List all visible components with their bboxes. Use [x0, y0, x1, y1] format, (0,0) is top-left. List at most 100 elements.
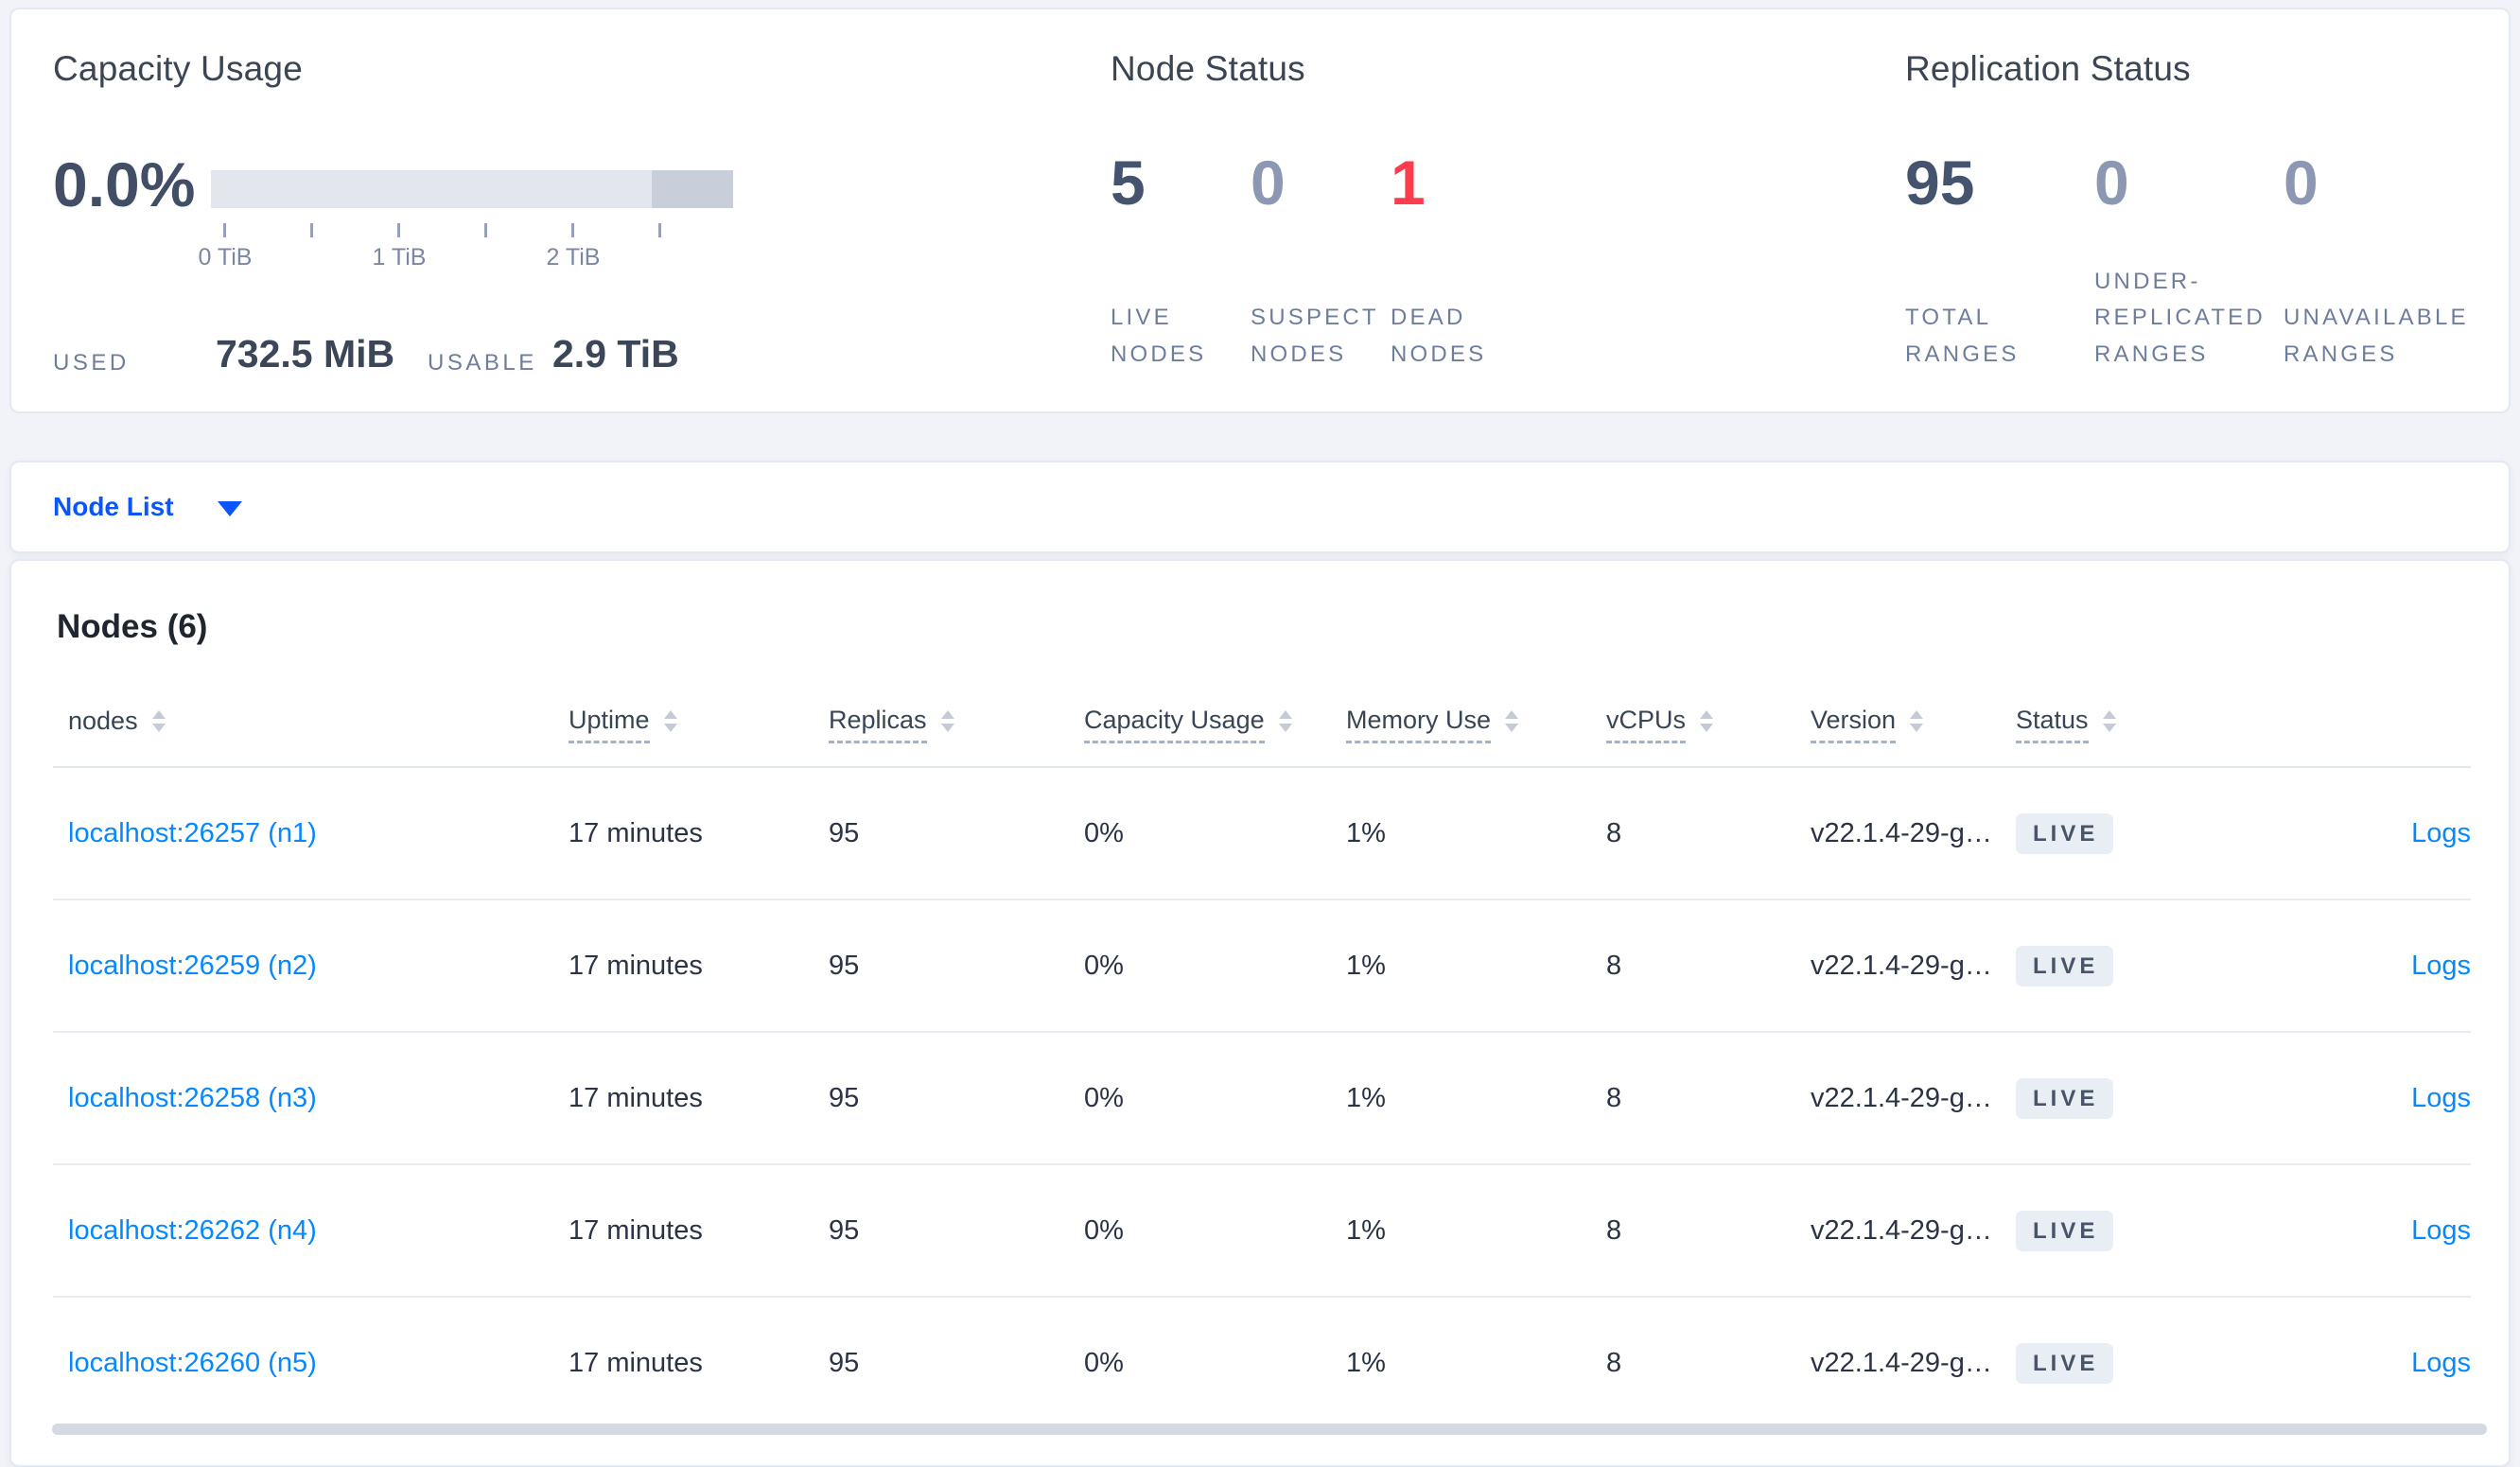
column-header-nodes[interactable]: nodes — [53, 682, 569, 768]
total-ranges-value: 95 — [1905, 148, 1975, 218]
tick-label-1tib: 1 TiB — [372, 244, 427, 271]
nodes-table: nodes Uptime Replicas Capacity Usage Mem… — [53, 682, 2471, 1430]
logs-link[interactable]: Logs — [2411, 817, 2471, 848]
uptime-cell: 17 minutes — [569, 767, 829, 900]
column-header-memory-use[interactable]: Memory Use — [1346, 682, 1606, 768]
node-link[interactable]: localhost:26262 (n4) — [68, 1214, 317, 1246]
version-cell: v22.1.4-29-g… — [1811, 1032, 2016, 1165]
vcpus-cell: 8 — [1606, 767, 1811, 900]
version-cell: v22.1.4-29-g… — [1811, 899, 2016, 1033]
node-list-selector-bar: Node List — [9, 461, 2511, 553]
suspect-nodes-value: 0 — [1251, 148, 1286, 218]
live-nodes-value: 5 — [1111, 148, 1146, 218]
status-badge: LIVE — [2016, 812, 2114, 854]
under-replicated-ranges-value: 0 — [2094, 148, 2129, 218]
node-list-dropdown-label: Node List — [53, 492, 174, 521]
tick — [658, 223, 661, 237]
tick — [223, 223, 226, 237]
capacity-cell: 0% — [1084, 899, 1346, 1033]
sort-icon — [1700, 710, 1714, 732]
table-row: localhost:26257 (n1) 17 minutes 95 0% 1%… — [53, 767, 2471, 900]
tick-label-0tib: 0 TiB — [198, 244, 253, 271]
table-row: localhost:26259 (n2) 17 minutes 95 0% 1%… — [53, 899, 2471, 1033]
tick-label-2tib: 2 TiB — [546, 244, 601, 271]
column-header-uptime[interactable]: Uptime — [569, 682, 829, 768]
horizontal-scrollbar[interactable] — [52, 1423, 2487, 1435]
nodes-table-card: Nodes (6) nodes Uptime Replicas Capacity… — [9, 559, 2511, 1467]
unavailable-ranges-label: UNAVAILABLE RANGES — [2284, 305, 2469, 367]
memory-cell: 1% — [1346, 1164, 1606, 1298]
node-link[interactable]: localhost:26259 (n2) — [68, 950, 317, 981]
column-header-label: Capacity Usage — [1084, 706, 1265, 743]
column-header-label: Version — [1811, 706, 1897, 743]
logs-link[interactable]: Logs — [2411, 1347, 2471, 1378]
logs-link[interactable]: Logs — [2411, 950, 2471, 981]
node-link[interactable]: localhost:26257 (n1) — [68, 817, 317, 848]
dead-nodes-label: DEAD NODES — [1391, 305, 1487, 367]
node-link[interactable]: localhost:26260 (n5) — [68, 1347, 317, 1378]
status-badge: LIVE — [2016, 1077, 2114, 1119]
uptime-cell: 17 minutes — [569, 1164, 829, 1298]
sort-icon — [2102, 710, 2116, 732]
memory-cell: 1% — [1346, 1032, 1606, 1165]
column-header-label: Status — [2016, 706, 2089, 743]
unavailable-ranges-value: 0 — [2284, 148, 2319, 218]
live-nodes-label: LIVE NODES — [1111, 305, 1207, 367]
capacity-usage-title: Capacity Usage — [53, 49, 303, 88]
cluster-summary-card: Capacity Usage 0.0% 0 TiB 1 TiB 2 TiB US… — [9, 8, 2511, 413]
sort-icon — [940, 710, 954, 732]
used-value: 732.5 MiB — [216, 332, 395, 375]
capacity-cell: 0% — [1084, 1032, 1346, 1165]
status-badge: LIVE — [2016, 945, 2114, 987]
sort-icon — [663, 710, 677, 732]
suspect-nodes-label: SUSPECT NODES — [1251, 305, 1379, 367]
version-cell: v22.1.4-29-g… — [1811, 1164, 2016, 1298]
usable-label: USABLE — [428, 350, 537, 375]
tick — [310, 223, 313, 237]
vcpus-cell: 8 — [1606, 1032, 1811, 1165]
sort-icon — [151, 710, 166, 732]
suspect-nodes-stat: 0 SUSPECT NODES — [1251, 151, 1391, 373]
node-link[interactable]: localhost:26258 (n3) — [68, 1082, 317, 1113]
version-cell: v22.1.4-29-g… — [1811, 767, 2016, 900]
node-status-title: Node Status — [1111, 49, 1305, 88]
table-row: localhost:26258 (n3) 17 minutes 95 0% 1%… — [53, 1032, 2471, 1165]
used-label: USED — [53, 350, 130, 375]
node-status-stats: 5 LIVE NODES 0 SUSPECT NODES 1 DEAD NODE… — [1111, 151, 1531, 373]
tick — [484, 223, 487, 237]
column-header-status[interactable]: Status — [2016, 682, 2224, 768]
node-list-dropdown[interactable]: Node List — [53, 463, 242, 551]
total-ranges-label: TOTAL RANGES — [1905, 305, 2020, 367]
replicas-cell: 95 — [829, 1297, 1084, 1430]
logs-link[interactable]: Logs — [2411, 1082, 2471, 1113]
column-header-vcpus[interactable]: vCPUs — [1606, 682, 1811, 768]
uptime-cell: 17 minutes — [569, 1297, 829, 1430]
table-header-row: nodes Uptime Replicas Capacity Usage Mem… — [53, 682, 2471, 768]
capacity-cell: 0% — [1084, 1297, 1346, 1430]
vcpus-cell: 8 — [1606, 1297, 1811, 1430]
live-nodes-stat: 5 LIVE NODES — [1111, 151, 1251, 373]
column-header-label: Replicas — [829, 706, 927, 743]
nodes-section-heading: Nodes (6) — [57, 608, 208, 645]
replicas-cell: 95 — [829, 1032, 1084, 1165]
logs-link[interactable]: Logs — [2411, 1214, 2471, 1246]
sort-icon — [1910, 710, 1924, 732]
memory-cell: 1% — [1346, 899, 1606, 1033]
table-row: localhost:26262 (n4) 17 minutes 95 0% 1%… — [53, 1164, 2471, 1298]
column-header-label: Memory Use — [1346, 706, 1492, 743]
unavailable-ranges-stat: 0 UNAVAILABLE RANGES — [2284, 151, 2501, 373]
capacity-usage-percent: 0.0% — [53, 149, 196, 219]
replicas-cell: 95 — [829, 899, 1084, 1033]
replication-status-stats: 95 TOTAL RANGES 0 UNDER-REPLICATED RANGE… — [1905, 151, 2501, 373]
column-header-capacity-usage[interactable]: Capacity Usage — [1084, 682, 1346, 768]
column-header-replicas[interactable]: Replicas — [829, 682, 1084, 768]
sort-icon — [1505, 710, 1519, 732]
dead-nodes-value: 1 — [1391, 148, 1426, 218]
status-badge: LIVE — [2016, 1210, 2114, 1251]
usable-value: 2.9 TiB — [552, 332, 679, 375]
capacity-usage-bar — [211, 170, 733, 208]
capacity-usage-bar-reserved-segment — [652, 170, 733, 208]
column-header-version[interactable]: Version — [1811, 682, 2016, 768]
version-cell: v22.1.4-29-g… — [1811, 1297, 2016, 1430]
vcpus-cell: 8 — [1606, 1164, 1811, 1298]
